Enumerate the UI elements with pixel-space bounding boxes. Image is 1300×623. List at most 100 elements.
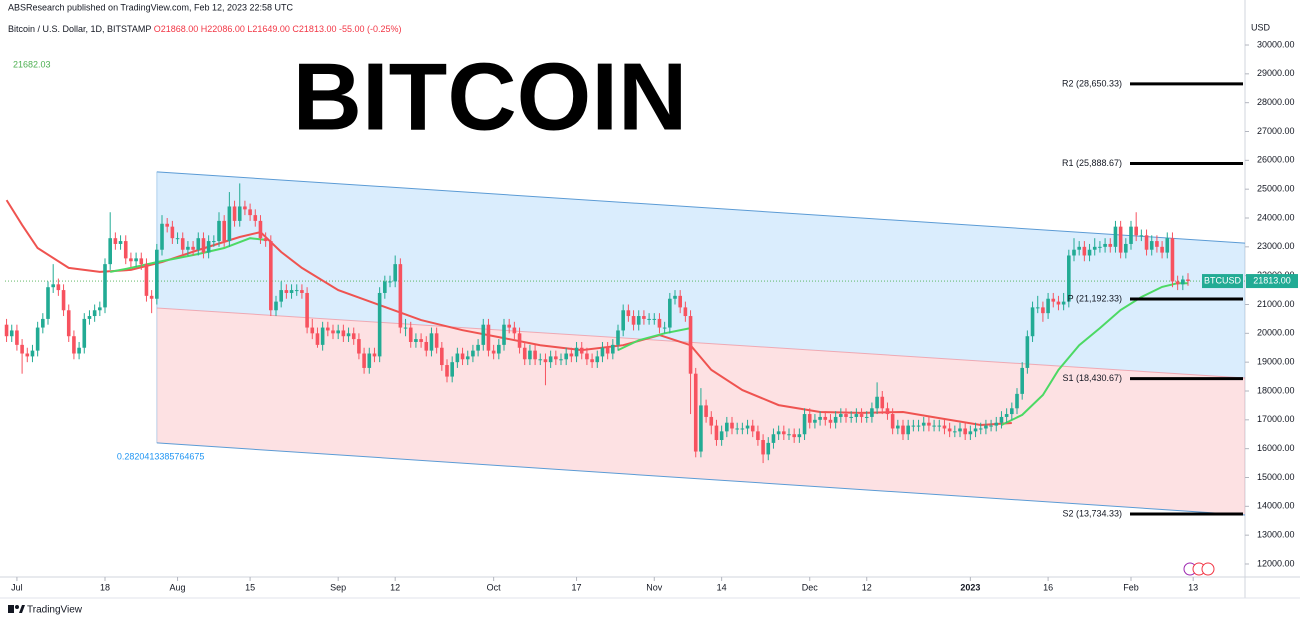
candle-body — [134, 258, 138, 262]
y-tick-label: 12000.00 — [1257, 558, 1295, 568]
candle-body — [118, 241, 123, 244]
indicator-value: 21682.03 — [13, 59, 51, 69]
x-tick-label: 15 — [245, 582, 255, 592]
candle-body — [839, 414, 843, 417]
candle-body — [1015, 393, 1019, 409]
candle-body — [403, 327, 408, 329]
candle-body — [237, 206, 242, 221]
candle-body — [1072, 249, 1076, 256]
legend-symbol: Bitcoin / U.S. Dollar, 1D, BITSTAMP — [8, 24, 151, 34]
candle-body — [554, 356, 558, 360]
candle-body — [709, 416, 714, 426]
candle-body — [269, 241, 273, 311]
price-tag — [1246, 274, 1298, 289]
candle-body — [336, 330, 340, 334]
candle-body — [289, 290, 294, 293]
candle-body — [828, 419, 833, 423]
candle-body — [890, 414, 895, 429]
y-tick-label: 26000.00 — [1257, 155, 1295, 165]
candle-body — [1103, 243, 1107, 247]
candle-body — [429, 333, 434, 351]
candle-body — [408, 327, 413, 342]
candle-body — [507, 324, 511, 328]
candle-body — [41, 318, 45, 328]
candle-body — [248, 209, 252, 216]
candle-body — [372, 353, 377, 357]
candle-body — [776, 431, 781, 435]
candle-body — [1181, 279, 1185, 285]
y-tick-label: 15000.00 — [1257, 472, 1295, 482]
candle-body — [424, 341, 429, 351]
candle-body — [849, 416, 853, 418]
candle-body — [1134, 226, 1138, 236]
candle-body — [994, 422, 999, 426]
candle-body — [471, 350, 475, 357]
y-tick-label: 24000.00 — [1257, 212, 1295, 222]
candle-body — [300, 290, 304, 293]
legend-low: L21649.00 — [247, 24, 290, 34]
candle-body — [419, 339, 423, 342]
candle-body — [149, 295, 154, 299]
candle-body — [331, 330, 335, 334]
candle-body — [978, 428, 983, 430]
legend-change: -55.00 (-0.25%) — [339, 24, 402, 34]
candle-body — [750, 425, 755, 432]
candle-body — [232, 206, 237, 221]
candle-body — [1061, 301, 1066, 305]
candle-body — [9, 330, 14, 337]
candle-body — [673, 295, 677, 299]
candle-body — [486, 324, 491, 351]
candle-body — [579, 347, 584, 354]
candle-body — [1035, 307, 1040, 309]
candle-body — [357, 339, 361, 354]
candle-body — [512, 327, 517, 334]
x-tick-label: 12 — [862, 582, 872, 592]
channel-upper-line — [156, 171, 1246, 244]
candle-body — [844, 414, 848, 417]
candle-body — [25, 353, 30, 357]
candle-body — [294, 290, 299, 292]
candle-body — [953, 431, 957, 433]
candle-body — [631, 316, 636, 325]
candle-body — [66, 310, 71, 337]
candle-body — [20, 344, 24, 354]
x-tick-label: Nov — [646, 582, 663, 592]
candle-body — [56, 284, 61, 291]
candle-body — [465, 356, 470, 360]
candle-body — [180, 238, 185, 250]
candle-body — [1113, 226, 1118, 247]
candle-body — [864, 416, 869, 418]
y-tick-label: 23000.00 — [1257, 241, 1295, 251]
candle-body — [616, 330, 620, 345]
candle-body — [206, 241, 211, 253]
candle-body — [585, 353, 589, 360]
candle-body — [854, 414, 859, 417]
candle-body — [315, 333, 320, 345]
candle-body — [973, 428, 978, 432]
candle-body — [1155, 241, 1159, 247]
y-tick-label: 25000.00 — [1257, 184, 1295, 194]
candle-body — [745, 425, 750, 429]
candle-body — [15, 330, 19, 345]
y-tick-label: 30000.00 — [1257, 39, 1295, 49]
candle-body — [108, 238, 112, 265]
candle-body — [1092, 246, 1097, 250]
candle-body — [621, 310, 625, 331]
candle-body — [103, 264, 107, 308]
x-tick-label: 12 — [390, 582, 400, 592]
plot-layer: 12000.00 13000.00 14000.00 15000.00 16000.00… — [4, 39, 1298, 592]
y-tick-label: 20000.00 — [1257, 328, 1295, 338]
x-tick-label: 14 — [717, 582, 727, 592]
candle-body — [901, 425, 905, 435]
candle-body — [522, 347, 527, 360]
price-tag-label: 21813.00 — [1253, 275, 1291, 285]
symbol-tag-label: BTCUSD — [1204, 275, 1242, 285]
candle-body — [947, 428, 952, 432]
candle-body — [377, 292, 382, 357]
candle-body — [346, 333, 351, 337]
legend-high: H22086.00 — [201, 24, 245, 34]
candle-body — [61, 290, 66, 311]
candle-body — [916, 425, 921, 427]
candle-body — [82, 318, 87, 348]
candle-body — [1160, 246, 1164, 253]
